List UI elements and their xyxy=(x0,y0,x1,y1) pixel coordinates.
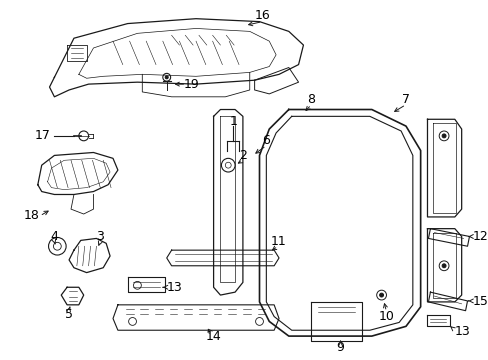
Text: 10: 10 xyxy=(378,310,394,323)
Text: 2: 2 xyxy=(239,149,246,162)
Text: 13: 13 xyxy=(166,281,182,294)
Circle shape xyxy=(441,264,445,268)
Text: 18: 18 xyxy=(24,210,40,222)
Text: 7: 7 xyxy=(401,93,409,106)
Circle shape xyxy=(379,293,383,297)
Text: 13: 13 xyxy=(454,325,469,338)
Text: 1: 1 xyxy=(229,115,237,128)
Text: 8: 8 xyxy=(306,93,315,106)
Circle shape xyxy=(441,134,445,138)
Text: 9: 9 xyxy=(336,341,344,354)
Text: 12: 12 xyxy=(471,230,487,243)
Text: 17: 17 xyxy=(35,129,51,143)
Text: 19: 19 xyxy=(183,78,199,91)
Text: 6: 6 xyxy=(262,134,270,147)
Text: 5: 5 xyxy=(65,308,73,321)
Text: 11: 11 xyxy=(271,235,286,248)
Text: 15: 15 xyxy=(471,296,488,309)
Text: 3: 3 xyxy=(96,230,104,243)
Text: 16: 16 xyxy=(254,9,270,22)
Text: 14: 14 xyxy=(205,330,221,343)
Circle shape xyxy=(165,76,168,79)
Text: 4: 4 xyxy=(50,230,58,243)
